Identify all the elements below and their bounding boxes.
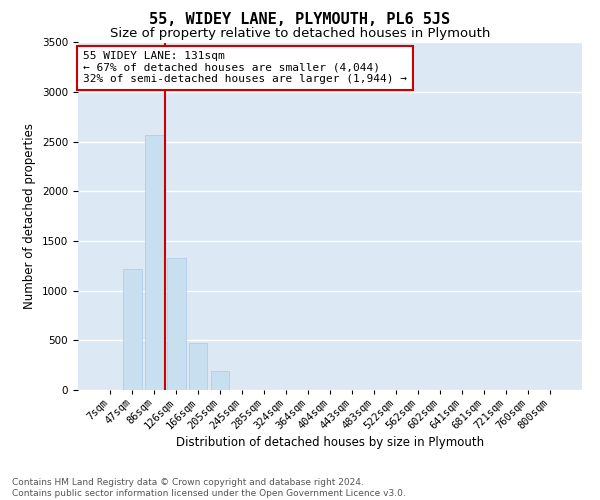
X-axis label: Distribution of detached houses by size in Plymouth: Distribution of detached houses by size …: [176, 436, 484, 449]
Bar: [189, 344, 208, 390]
Bar: [167, 258, 185, 390]
Text: 55, WIDEY LANE, PLYMOUTH, PL6 5JS: 55, WIDEY LANE, PLYMOUTH, PL6 5JS: [149, 12, 451, 28]
Text: 55 WIDEY LANE: 131sqm
← 67% of detached houses are smaller (4,044)
32% of semi-d: 55 WIDEY LANE: 131sqm ← 67% of detached …: [83, 51, 407, 84]
Text: Size of property relative to detached houses in Plymouth: Size of property relative to detached ho…: [110, 28, 490, 40]
Y-axis label: Number of detached properties: Number of detached properties: [23, 123, 37, 309]
Text: Contains HM Land Registry data © Crown copyright and database right 2024.
Contai: Contains HM Land Registry data © Crown c…: [12, 478, 406, 498]
Bar: [145, 135, 164, 390]
Bar: [211, 370, 229, 390]
Bar: [123, 269, 142, 390]
